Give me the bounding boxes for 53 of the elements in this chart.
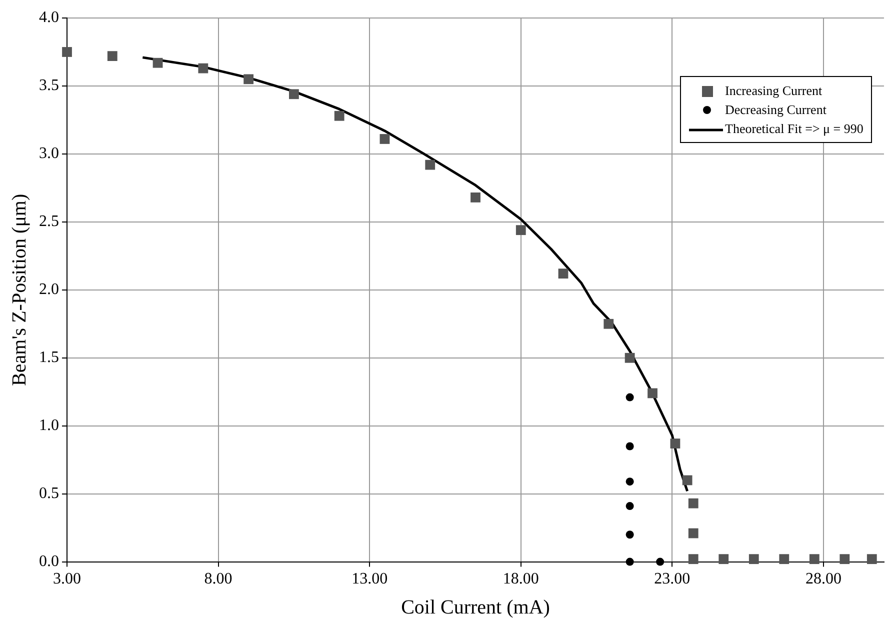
point (380, 134, 390, 144)
point (624, 352, 635, 363)
x-tick-label: 8.00 (204, 570, 232, 588)
point (626, 502, 634, 510)
y-tick-label: 0.0 (39, 553, 59, 570)
x-tick-label: 18.00 (502, 570, 539, 588)
point (626, 478, 634, 486)
legend-label: Theoretical Fit => μ = 990 (725, 120, 864, 138)
point (648, 388, 658, 398)
point (688, 528, 698, 538)
point (626, 442, 634, 450)
point (670, 438, 680, 448)
point (626, 530, 634, 539)
y-tick-label: 2.5 (39, 213, 59, 230)
point (425, 160, 436, 170)
point (656, 558, 664, 566)
point (840, 554, 850, 564)
y-tick-label: 0.5 (39, 485, 59, 502)
point (288, 89, 299, 100)
point (516, 225, 526, 236)
point (688, 498, 698, 508)
legend-label: Decreasing Current (725, 101, 826, 119)
x-tick-label: 28.00 (805, 570, 842, 588)
y-tick-label: 4.0 (39, 9, 59, 26)
point (244, 74, 254, 84)
point (558, 268, 568, 279)
y-tick-label: 3.5 (39, 77, 59, 94)
point (62, 47, 72, 57)
legend-label: Increasing Current (725, 82, 822, 100)
point (682, 475, 692, 486)
x-tick-label: 13.00 (352, 570, 388, 588)
y-tick-label: 1.0 (39, 417, 59, 434)
point (152, 58, 163, 68)
point (626, 393, 634, 402)
point (334, 110, 344, 121)
point (688, 554, 698, 564)
point (198, 63, 208, 74)
point (748, 554, 759, 564)
point (470, 192, 480, 202)
x-tick-label: 23.00 (654, 570, 690, 588)
y-axis-title: Beam's Z-Position (μm) (8, 194, 30, 386)
x-axis-title: Coil Current (mA) (401, 596, 550, 618)
point (626, 558, 634, 566)
y-tick-label: 3.0 (39, 145, 59, 162)
point (107, 51, 118, 62)
x-tick-label: 3.00 (53, 570, 81, 588)
point (604, 318, 614, 329)
y-tick-label: 2.0 (39, 281, 59, 298)
point (718, 554, 729, 564)
point (866, 554, 877, 564)
point (809, 554, 820, 564)
y-tick-label: 1.5 (39, 349, 59, 366)
point (779, 554, 790, 564)
